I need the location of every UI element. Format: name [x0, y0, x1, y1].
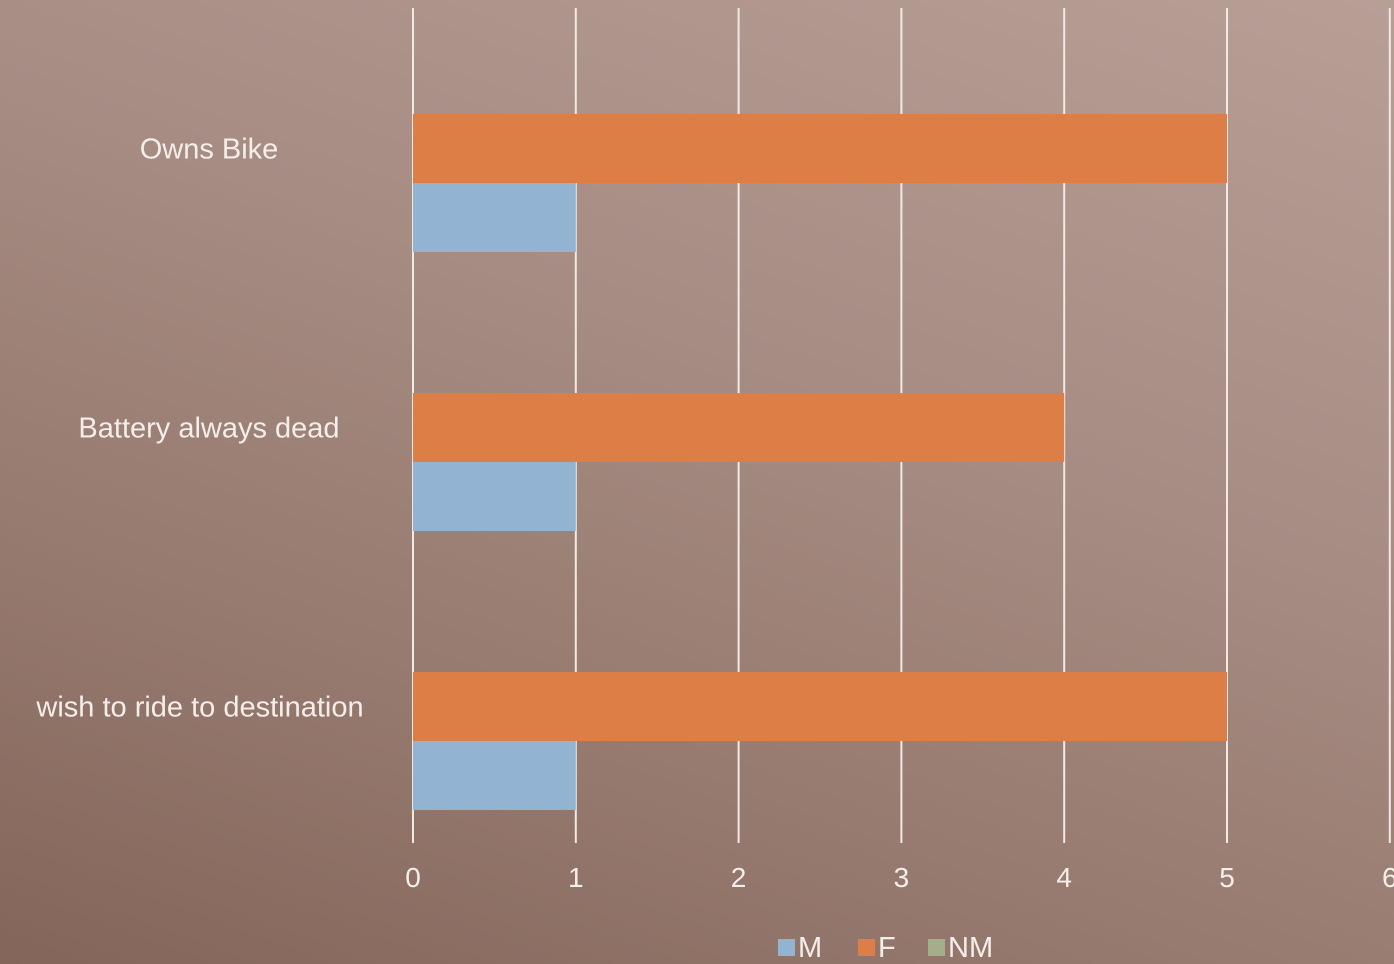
bar-m-1 — [413, 183, 576, 252]
legend-label-f: F — [878, 932, 896, 964]
x-tick-label: 0 — [405, 862, 421, 893]
legend-swatch-f — [858, 939, 875, 956]
legend-label-nm: NM — [948, 932, 993, 964]
x-tick-label: 3 — [894, 862, 910, 893]
category-labels: Owns Bike Battery always dead wish to ride… — [35, 134, 363, 724]
bar-f-1 — [413, 114, 1227, 183]
x-tick-label: 1 — [568, 862, 584, 893]
bar-m-2 — [413, 462, 576, 531]
x-tick-label: 2 — [731, 862, 747, 893]
bar-f-2 — [413, 393, 1065, 462]
x-tick-label: 5 — [1219, 862, 1235, 893]
x-tick-label: 6 — [1382, 862, 1394, 893]
bar-m-3 — [413, 741, 576, 810]
category-label: Battery always dead — [78, 413, 339, 445]
x-tick-label: 4 — [1056, 862, 1072, 893]
bar-f-3 — [413, 672, 1227, 741]
category-label: wish to ride to destination — [35, 692, 363, 724]
legend: M F NM — [778, 932, 993, 964]
legend-label-m: M — [798, 932, 822, 964]
x-axis-tick-labels: 0 1 2 3 4 5 6 — [405, 862, 1394, 893]
legend-swatch-nm — [928, 939, 945, 956]
bars-group — [413, 114, 1227, 810]
category-label: Owns Bike — [140, 134, 279, 166]
legend-swatch-m — [778, 939, 795, 956]
